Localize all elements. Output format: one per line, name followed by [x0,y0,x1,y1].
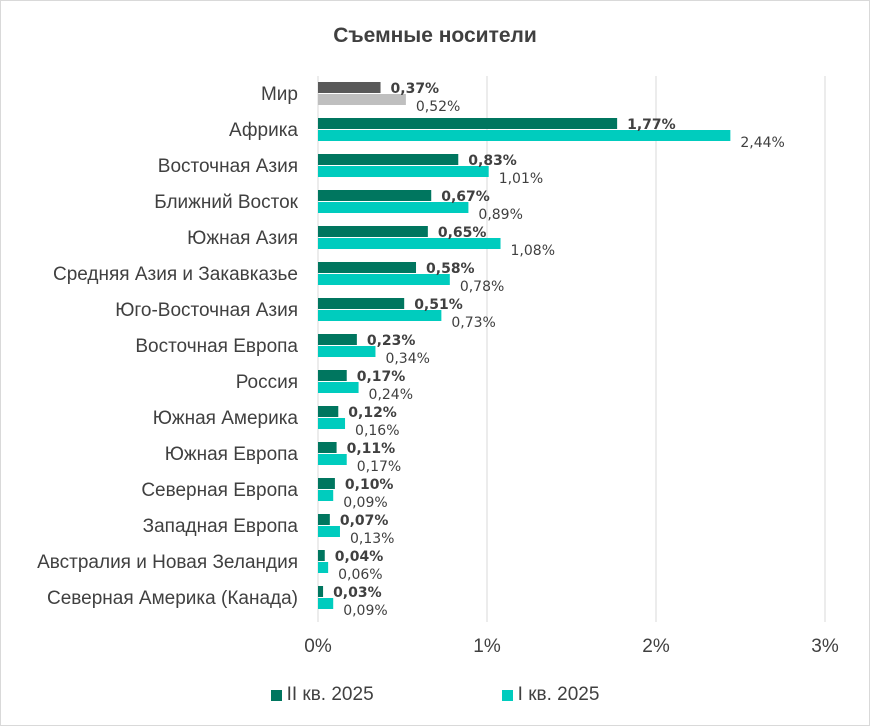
data-label-series-2: 0,89% [478,207,522,223]
bar-series-1 [318,118,618,129]
bar-series-2 [318,274,450,285]
legend: II кв. 2025 I кв. 2025 [0,682,870,708]
category-label: Ближний Восток [154,192,298,213]
category-label: Австралия и Новая Зеландия [37,552,298,573]
legend-item-series-1: II кв. 2025 [270,684,374,706]
bar-series-1 [318,334,357,345]
bar-series-2 [318,202,469,213]
x-tick-labels: 0% 1% 2% 3% [304,636,839,657]
bar-series-1 [318,586,324,597]
data-label-series-2: 0,24% [369,387,413,403]
bar-series-1 [318,514,330,525]
data-label-series-1: 0,51% [414,297,463,313]
data-label-series-2: 0,52% [416,99,460,115]
bar-series-1 [318,262,417,273]
legend-label-series-1: II кв. 2025 [286,684,374,705]
category-label: Юго-Восточная Азия [115,300,298,321]
data-label-series-2: 0,78% [460,279,504,295]
bar-series-2 [318,310,442,321]
data-label-series-2: 0,13% [350,531,394,547]
category-label: Россия [236,372,298,393]
data-label-series-1: 1,77% [627,117,676,133]
bars [318,82,731,609]
data-label-series-2: 1,08% [511,243,555,259]
bar-series-2 [318,94,406,105]
x-tick-label: 0% [304,636,332,657]
bar-series-1 [318,442,337,453]
bar-series-2 [318,238,501,249]
category-label: Западная Европа [143,516,299,537]
chart-title: Съемные носители [333,24,537,47]
category-labels: Мир Африка Восточная Азия Ближний Восток Южн… [37,84,299,609]
legend-item-series-2: I кв. 2025 [501,684,600,706]
data-label-series-2: 0,06% [338,567,382,583]
data-label-series-1: 0,17% [357,369,406,385]
category-label: Восточная Азия [158,156,298,177]
x-tick-label: 3% [811,636,839,657]
data-label-series-2: 0,09% [343,495,387,511]
category-label: Средняя Азия и Закавказье [53,264,298,285]
bar-series-1 [318,154,459,165]
data-label-series-1: 0,83% [468,153,517,169]
bar-series-1 [318,478,335,489]
data-label-series-1: 0,37% [391,81,440,97]
data-label-series-1: 0,67% [441,189,490,205]
bar-series-2 [318,490,334,501]
category-label: Африка [229,120,298,141]
data-label-series-2: 0,09% [343,603,387,619]
data-label-series-2: 0,34% [385,351,429,367]
bar-series-1 [318,550,325,561]
data-label-series-1: 0,10% [345,477,394,493]
value-labels: 0,37% 0,52% 1,77% 2,44% 0,83% 1,01% 0,67% 0,89%… [333,81,785,619]
data-label-series-1: 0,03% [333,585,382,601]
legend-swatch-series-1 [270,689,282,701]
category-label: Мир [261,84,298,105]
bar-series-1 [318,406,339,417]
bar-series-1 [318,298,405,309]
category-label: Южная Америка [153,408,299,429]
bar-series-1 [318,370,347,381]
x-tick-label: 1% [473,636,501,657]
bar-series-2 [318,418,346,429]
bar-series-2 [318,382,359,393]
category-label: Восточная Европа [135,336,298,357]
category-label: Северная Америка (Канада) [47,588,298,609]
bar-series-2 [318,130,731,141]
data-label-series-2: 0,17% [357,459,401,475]
data-label-series-1: 0,58% [426,261,475,277]
category-label: Южная Азия [187,228,298,249]
legend-swatch-series-2 [501,689,513,701]
legend-label-series-2: I кв. 2025 [517,684,600,705]
data-label-series-1: 0,12% [348,405,397,421]
data-label-series-2: 0,73% [451,315,495,331]
data-label-series-1: 0,65% [438,225,487,241]
data-label-series-2: 2,44% [740,135,784,151]
category-label: Северная Европа [141,480,298,501]
data-label-series-1: 0,23% [367,333,416,349]
data-label-series-1: 0,07% [340,513,389,529]
data-label-series-1: 0,04% [335,549,384,565]
bar-series-2 [318,346,376,357]
bar-series-1 [318,82,381,93]
bar-series-2 [318,598,334,609]
data-label-series-1: 0,11% [347,441,396,457]
data-label-series-2: 0,16% [355,423,399,439]
bar-series-2 [318,454,347,465]
bar-series-1 [318,190,432,201]
bar-series-2 [318,166,489,177]
x-tick-label: 2% [642,636,670,657]
bar-series-1 [318,226,428,237]
category-label: Южная Европа [165,444,299,465]
bar-series-2 [318,526,340,537]
data-label-series-2: 1,01% [499,171,543,187]
bar-series-2 [318,562,329,573]
